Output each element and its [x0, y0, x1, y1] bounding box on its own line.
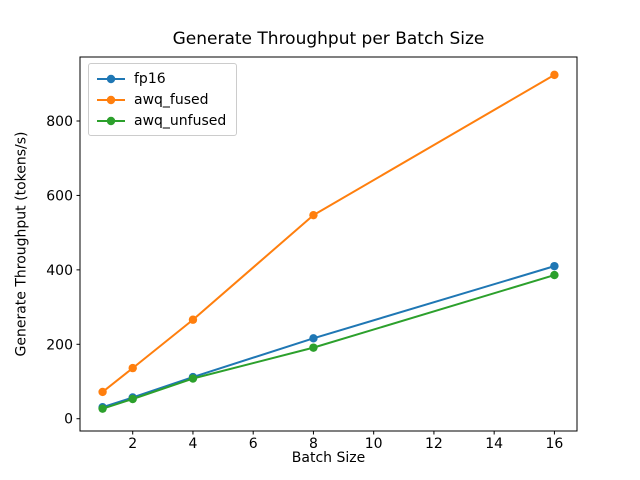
data-point-fp16-x16 [550, 261, 559, 271]
chart-title: Generate Throughput per Batch Size [172, 29, 485, 49]
data-point-awq_fused-x16 [550, 70, 559, 80]
data-point-awq_fused-x8 [309, 210, 318, 220]
legend: fp16 awq_fused awq_unfused [88, 63, 238, 136]
legend-swatch-awq_fused [97, 95, 125, 104]
x-axis-label: Batch Size [291, 450, 366, 466]
legend-label: awq_unfused [134, 112, 227, 129]
series-fp16 [98, 261, 559, 412]
legend-marker [106, 95, 116, 104]
data-point-awq_unfused-x4 [188, 374, 198, 383]
data-point-awq_unfused-x2 [128, 394, 137, 404]
x-tick-label: 14 [485, 436, 503, 452]
x-tick-label: 12 [425, 436, 443, 452]
y-tick-label: 400 [46, 263, 73, 279]
legend-label: fp16 [134, 70, 166, 87]
y-axis-ticks: 0 200 400 600 800 [46, 114, 80, 428]
x-tick-label: 8 [309, 436, 318, 452]
legend-entry-awq_fused: awq_fused [97, 89, 226, 110]
x-axis-ticks: 2 4 6 8 10 12 14 16 [128, 431, 563, 452]
data-point-awq_unfused-x1 [98, 404, 107, 413]
y-tick-label: 0 [64, 412, 73, 428]
axes-frame [79, 56, 578, 432]
data-point-awq_fused-x2 [128, 363, 137, 373]
x-tick-label: 16 [545, 436, 563, 452]
x-tick-label: 2 [128, 436, 137, 452]
data-point-awq_unfused-x8 [309, 343, 318, 352]
legend-swatch-awq_unfused [97, 116, 125, 125]
x-tick-label: 4 [188, 436, 197, 452]
data-point-awq_fused-x4 [188, 315, 198, 324]
y-tick-label: 800 [46, 114, 73, 130]
data-point-awq_unfused-x16 [550, 270, 559, 280]
y-tick-label: 200 [46, 337, 73, 353]
legend-marker [106, 74, 116, 83]
series-awq_fused [98, 70, 559, 397]
x-tick-label: 6 [249, 436, 258, 452]
legend-label: awq_fused [134, 91, 209, 108]
y-tick-label: 600 [46, 188, 73, 204]
legend-marker [106, 116, 116, 125]
x-tick-label: 10 [365, 436, 383, 452]
legend-swatch-fp16 [97, 74, 125, 83]
data-point-fp16-x8 [309, 334, 318, 343]
series-line-awq_unfused [101, 274, 556, 410]
data-point-awq_fused-x1 [98, 387, 107, 397]
legend-entry-awq_unfused: awq_unfused [97, 110, 226, 131]
legend-entry-fp16: fp16 [97, 68, 226, 89]
series-awq_unfused [98, 270, 559, 413]
